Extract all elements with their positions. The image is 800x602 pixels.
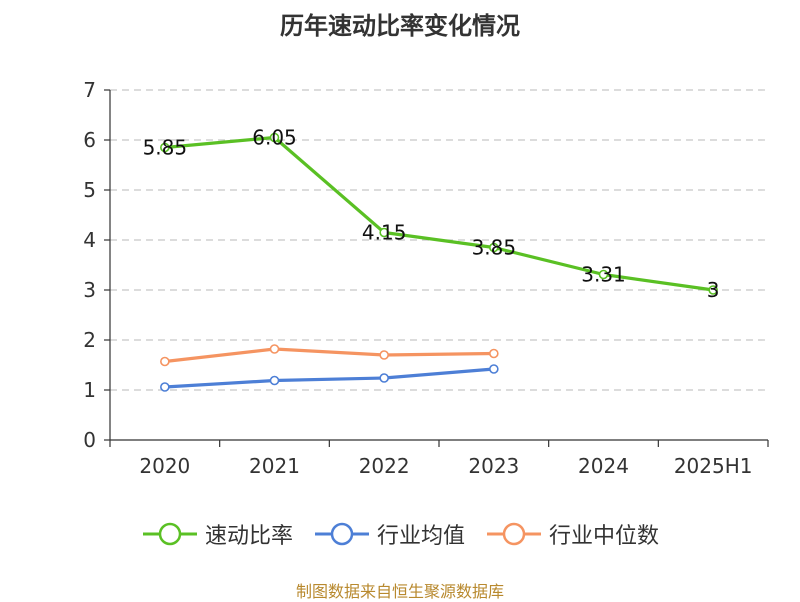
series-2-point — [489, 348, 499, 359]
series-0-point — [269, 132, 280, 143]
legend-marker-icon — [487, 522, 541, 546]
series-1-point — [160, 382, 170, 392]
y-tick-label: 1 — [83, 378, 96, 402]
series-0-point — [598, 269, 609, 280]
data-label: 5.85 — [143, 136, 188, 160]
data-label: 3.31 — [581, 263, 626, 287]
series-1-point — [269, 375, 280, 386]
source-note: 制图数据来自恒生聚源数据库 — [295, 582, 504, 601]
y-tick-label: 5 — [83, 178, 96, 202]
series-2-line — [163, 347, 496, 364]
data-label: 6.05 — [252, 126, 297, 150]
series-1-line — [163, 367, 496, 389]
axes: 0 1 2 3 4 5 6 7 2020 2021 2022 2023 2024 2025H1 — [83, 78, 769, 478]
series-2-point — [379, 350, 389, 360]
x-tick-label: 2020 — [139, 454, 190, 478]
series-0-point — [489, 242, 499, 253]
legend-marker-icon — [314, 522, 369, 546]
y-tick-label: 3 — [83, 278, 96, 302]
y-tick-label: 7 — [83, 78, 96, 102]
legend: 速动比率 行业均值 行业中位数 — [0, 518, 800, 550]
legend-label: 行业均值 — [376, 524, 465, 549]
series-2-point — [269, 344, 280, 354]
data-label: 4.15 — [362, 221, 407, 245]
legend-item[interactable]: 行业均值 — [313, 518, 465, 550]
y-tick-label: 6 — [83, 128, 96, 152]
legend-label: 行业中位数 — [549, 524, 660, 549]
series-2-point — [160, 356, 170, 367]
chart-title: 历年速动比率变化情况 — [280, 12, 520, 40]
series-1-point — [379, 373, 389, 383]
y-tick-label: 2 — [83, 328, 96, 352]
series-lines — [160, 132, 718, 392]
x-tick-label: 2025H1 — [674, 454, 753, 478]
series-1-point — [489, 364, 499, 374]
x-tick-label: 2023 — [468, 454, 519, 478]
y-tick-label: 0 — [83, 428, 96, 452]
legend-item[interactable]: 速动比率 — [141, 518, 293, 550]
data-label: 3.85 — [472, 236, 517, 260]
data-labels: 5.85 6.05 4.15 3.85 3.31 3 — [143, 126, 720, 303]
x-tick-label: 2021 — [249, 454, 300, 478]
legend-label: 速动比率 — [204, 524, 293, 549]
series-0-point — [708, 285, 718, 295]
series-0-point — [379, 227, 389, 238]
y-tick-label: 4 — [83, 228, 96, 252]
legend-item[interactable]: 行业中位数 — [485, 518, 659, 550]
x-tick-label: 2022 — [359, 454, 410, 478]
series-0-point — [160, 142, 170, 153]
x-tick-label: 2024 — [578, 454, 629, 478]
series-0-line — [163, 135, 715, 292]
legend-marker-icon — [142, 522, 197, 546]
data-label: 3 — [707, 278, 720, 302]
